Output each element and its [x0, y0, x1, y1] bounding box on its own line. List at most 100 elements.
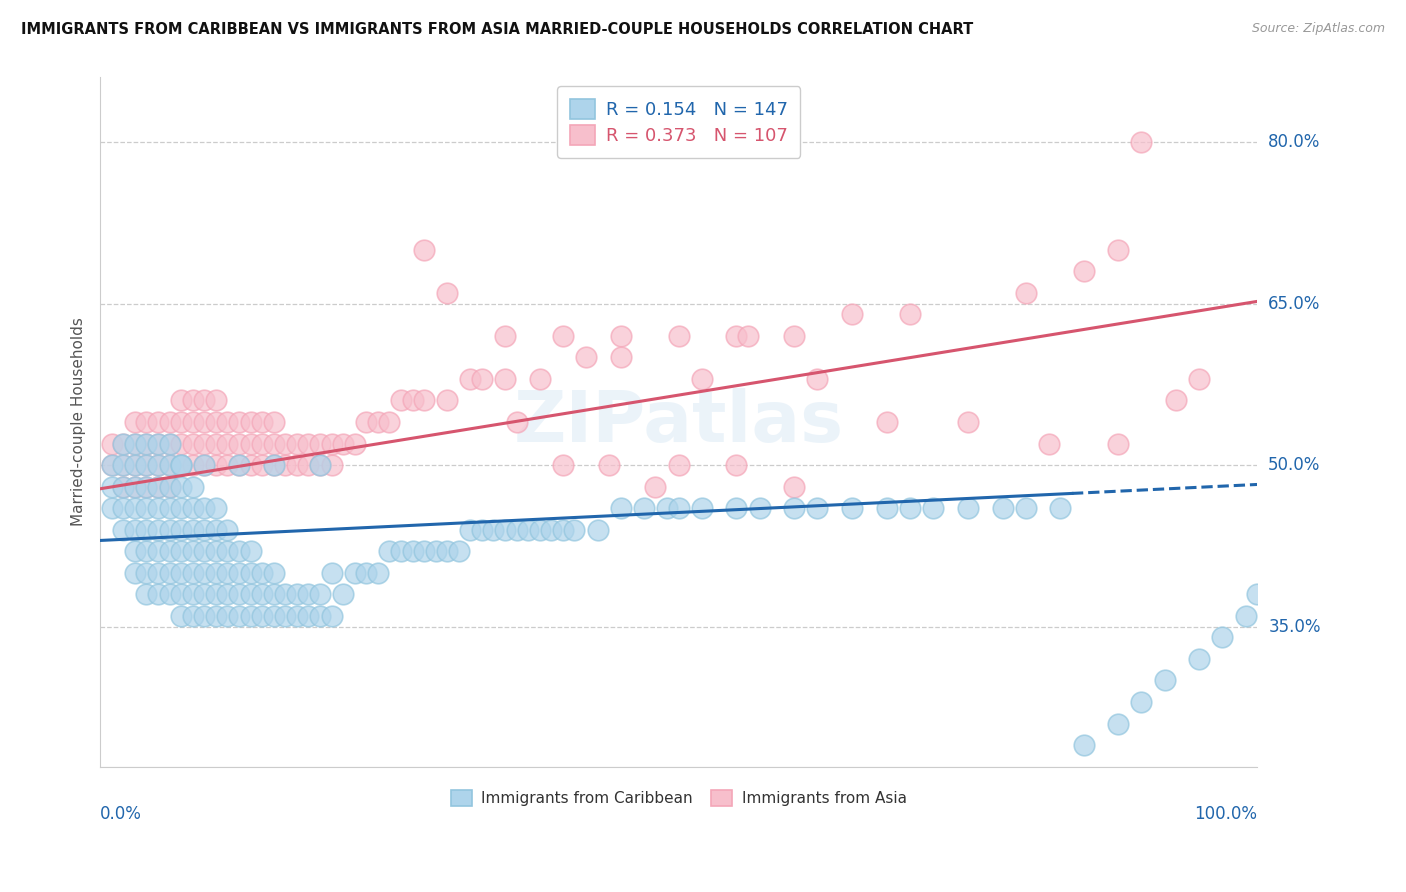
Point — [263, 587, 285, 601]
Point — [250, 587, 273, 601]
Point — [460, 372, 482, 386]
Point — [367, 415, 389, 429]
Point — [1164, 393, 1187, 408]
Point — [181, 608, 204, 623]
Point — [668, 501, 690, 516]
Point — [146, 523, 169, 537]
Point — [124, 436, 146, 450]
Point — [806, 501, 828, 516]
Point — [100, 501, 122, 516]
Point — [135, 544, 157, 558]
Point — [505, 415, 527, 429]
Point — [644, 480, 666, 494]
Point — [228, 544, 250, 558]
Point — [783, 501, 806, 516]
Point — [112, 436, 135, 450]
Point — [135, 523, 157, 537]
Point — [401, 544, 423, 558]
Text: IMMIGRANTS FROM CARIBBEAN VS IMMIGRANTS FROM ASIA MARRIED-COUPLE HOUSEHOLDS CORR: IMMIGRANTS FROM CARIBBEAN VS IMMIGRANTS … — [21, 22, 973, 37]
Point — [228, 458, 250, 472]
Point — [170, 458, 193, 472]
Point — [436, 544, 458, 558]
Point — [748, 501, 770, 516]
Point — [181, 415, 204, 429]
Point — [922, 501, 945, 516]
Point — [413, 544, 436, 558]
Point — [1107, 436, 1129, 450]
Point — [250, 608, 273, 623]
Point — [193, 544, 215, 558]
Point — [159, 436, 181, 450]
Point — [1049, 501, 1071, 516]
Point — [1015, 501, 1038, 516]
Legend: Immigrants from Caribbean, Immigrants from Asia: Immigrants from Caribbean, Immigrants fr… — [443, 783, 914, 814]
Point — [1130, 695, 1153, 709]
Point — [205, 608, 228, 623]
Point — [425, 544, 447, 558]
Point — [690, 501, 713, 516]
Point — [124, 480, 146, 494]
Point — [1073, 264, 1095, 278]
Point — [274, 587, 297, 601]
Point — [297, 458, 319, 472]
Point — [135, 436, 157, 450]
Point — [1188, 652, 1211, 666]
Point — [135, 587, 157, 601]
Point — [135, 480, 157, 494]
Point — [274, 608, 297, 623]
Point — [250, 415, 273, 429]
Point — [217, 415, 239, 429]
Point — [1246, 587, 1268, 601]
Point — [217, 458, 239, 472]
Point — [181, 501, 204, 516]
Point — [228, 587, 250, 601]
Point — [217, 608, 239, 623]
Point — [274, 458, 297, 472]
Point — [898, 501, 921, 516]
Point — [285, 608, 308, 623]
Point — [436, 285, 458, 300]
Point — [170, 458, 193, 472]
Point — [737, 329, 759, 343]
Point — [112, 480, 135, 494]
Point — [100, 436, 122, 450]
Point — [494, 372, 516, 386]
Point — [354, 566, 377, 580]
Point — [181, 480, 204, 494]
Text: 0.0%: 0.0% — [100, 805, 142, 823]
Point — [181, 393, 204, 408]
Point — [205, 587, 228, 601]
Point — [124, 458, 146, 472]
Point — [529, 523, 551, 537]
Point — [170, 566, 193, 580]
Point — [170, 480, 193, 494]
Point — [297, 587, 319, 601]
Point — [193, 415, 215, 429]
Point — [447, 544, 470, 558]
Point — [181, 436, 204, 450]
Point — [413, 243, 436, 257]
Point — [205, 501, 228, 516]
Point — [159, 458, 181, 472]
Point — [159, 523, 181, 537]
Point — [332, 587, 354, 601]
Point — [564, 523, 586, 537]
Point — [205, 544, 228, 558]
Point — [205, 566, 228, 580]
Point — [135, 436, 157, 450]
Point — [725, 329, 748, 343]
Point — [193, 458, 215, 472]
Point — [343, 566, 366, 580]
Point — [112, 436, 135, 450]
Point — [181, 544, 204, 558]
Point — [239, 587, 262, 601]
Point — [378, 415, 401, 429]
Point — [1234, 608, 1257, 623]
Point — [505, 523, 527, 537]
Point — [112, 480, 135, 494]
Point — [876, 501, 898, 516]
Point — [1015, 285, 1038, 300]
Point — [354, 415, 377, 429]
Point — [205, 436, 228, 450]
Point — [193, 608, 215, 623]
